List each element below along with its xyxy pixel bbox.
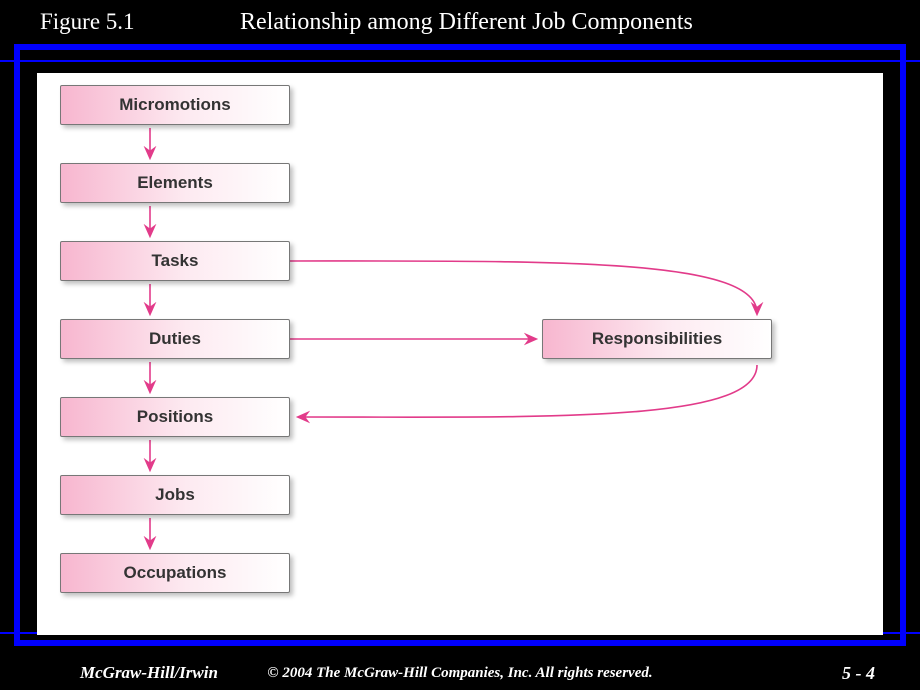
node-jobs: Jobs	[60, 475, 290, 515]
node-label: Elements	[137, 173, 213, 193]
node-label: Jobs	[155, 485, 195, 505]
node-label: Responsibilities	[592, 329, 722, 349]
slide-header: Figure 5.1 Relationship among Different …	[0, 0, 920, 44]
slide-footer: © 2004 The McGraw-Hill Companies, Inc. A…	[0, 656, 920, 690]
node-occupations: Occupations	[60, 553, 290, 593]
footer-publisher: McGraw-Hill/Irwin	[80, 663, 218, 683]
footer-page: 5 - 4	[842, 663, 875, 684]
node-elements: Elements	[60, 163, 290, 203]
figure-label: Figure 5.1	[40, 9, 240, 35]
edge-tasks-responsibilities	[290, 261, 757, 313]
edge-responsibilities-positions	[299, 365, 757, 417]
node-label: Positions	[137, 407, 214, 427]
node-micromotions: Micromotions	[60, 85, 290, 125]
node-label: Duties	[149, 329, 201, 349]
node-duties: Duties	[60, 319, 290, 359]
diagram-area: Micromotions Elements Tasks Duties Positions…	[37, 73, 883, 635]
node-label: Occupations	[124, 563, 227, 583]
node-positions: Positions	[60, 397, 290, 437]
node-tasks: Tasks	[60, 241, 290, 281]
node-label: Micromotions	[119, 95, 230, 115]
figure-title: Relationship among Different Job Compone…	[240, 9, 693, 36]
node-label: Tasks	[152, 251, 199, 271]
node-responsibilities: Responsibilities	[542, 319, 772, 359]
